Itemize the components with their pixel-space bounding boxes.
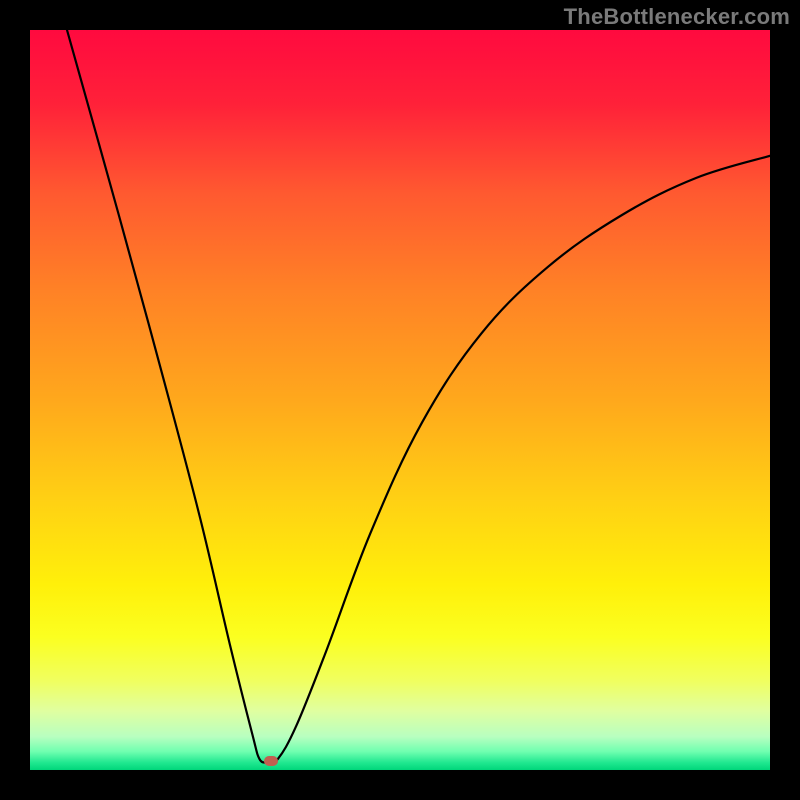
bottleneck-curve [67, 30, 770, 763]
plot-area [30, 30, 770, 770]
watermark-text: TheBottlenecker.com [564, 4, 790, 30]
curve-layer [30, 30, 770, 770]
optimal-point-marker [264, 756, 278, 766]
chart-frame: TheBottlenecker.com [0, 0, 800, 800]
